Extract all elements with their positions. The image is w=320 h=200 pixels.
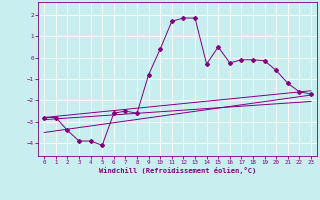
X-axis label: Windchill (Refroidissement éolien,°C): Windchill (Refroidissement éolien,°C) xyxy=(99,167,256,174)
